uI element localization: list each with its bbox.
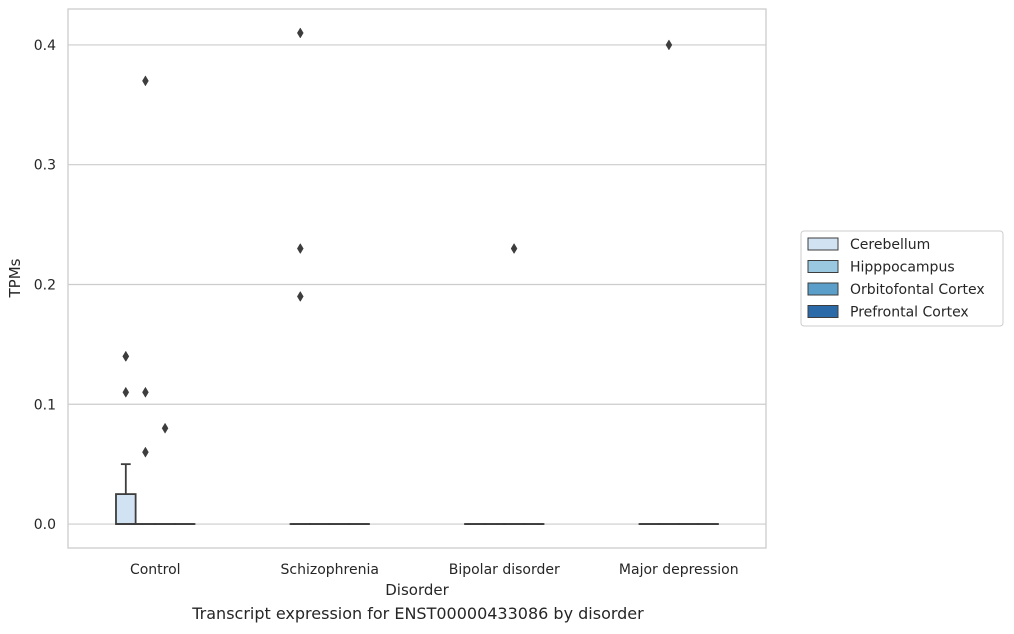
legend-label: Prefrontal Cortex (850, 305, 969, 321)
x-axis-ticks: Control Schizophrenia Bipolar disorder Majo… (130, 562, 739, 578)
x-tick-label: Major depression (619, 562, 739, 578)
legend: Cerebellum Hipppocampus Orbitofontal Corte… (800, 230, 1004, 327)
legend-swatch (807, 260, 839, 273)
box-series (115, 27, 719, 525)
outlier-point (665, 39, 673, 51)
x-tick-label: Bipolar disorder (449, 562, 560, 578)
legend-label: Orbitofontal Cortex (850, 282, 985, 298)
outlier-point (297, 27, 304, 39)
outlier-point (297, 243, 304, 255)
legend-label: Cerebellum (850, 237, 930, 253)
outlier-point (142, 75, 149, 87)
outlier-point (161, 422, 169, 434)
outlier-point (122, 386, 130, 398)
legend-swatch (807, 237, 839, 251)
plot-frame (67, 8, 767, 549)
box (115, 493, 137, 525)
y-tick-label: 0.0 (34, 517, 56, 533)
outlier-point (142, 386, 149, 398)
x-tick-label: Control (130, 562, 181, 578)
y-tick-label: 0.4 (34, 38, 56, 54)
outlier-point (510, 243, 518, 255)
x-axis-label: Disorder (385, 581, 449, 599)
outlier-point (142, 446, 149, 458)
y-axis-ticks: 0.0 0.1 0.2 0.3 0.4 (34, 38, 56, 533)
y-tick-label: 0.1 (34, 397, 56, 413)
outlier-point (122, 350, 130, 362)
outlier-point (297, 290, 304, 302)
legend-swatch (807, 305, 839, 318)
figure-caption: Transcript expression for ENST0000043308… (192, 604, 644, 623)
legend-frame (800, 230, 1004, 327)
y-tick-label: 0.2 (34, 277, 56, 293)
legend-label: Hipppocampus (850, 260, 955, 276)
y-axis-label: TPMs (6, 258, 24, 298)
x-tick-label: Schizophrenia (281, 562, 379, 578)
legend-swatch (807, 282, 839, 296)
y-tick-label: 0.3 (34, 158, 56, 174)
gridlines (68, 44, 766, 525)
